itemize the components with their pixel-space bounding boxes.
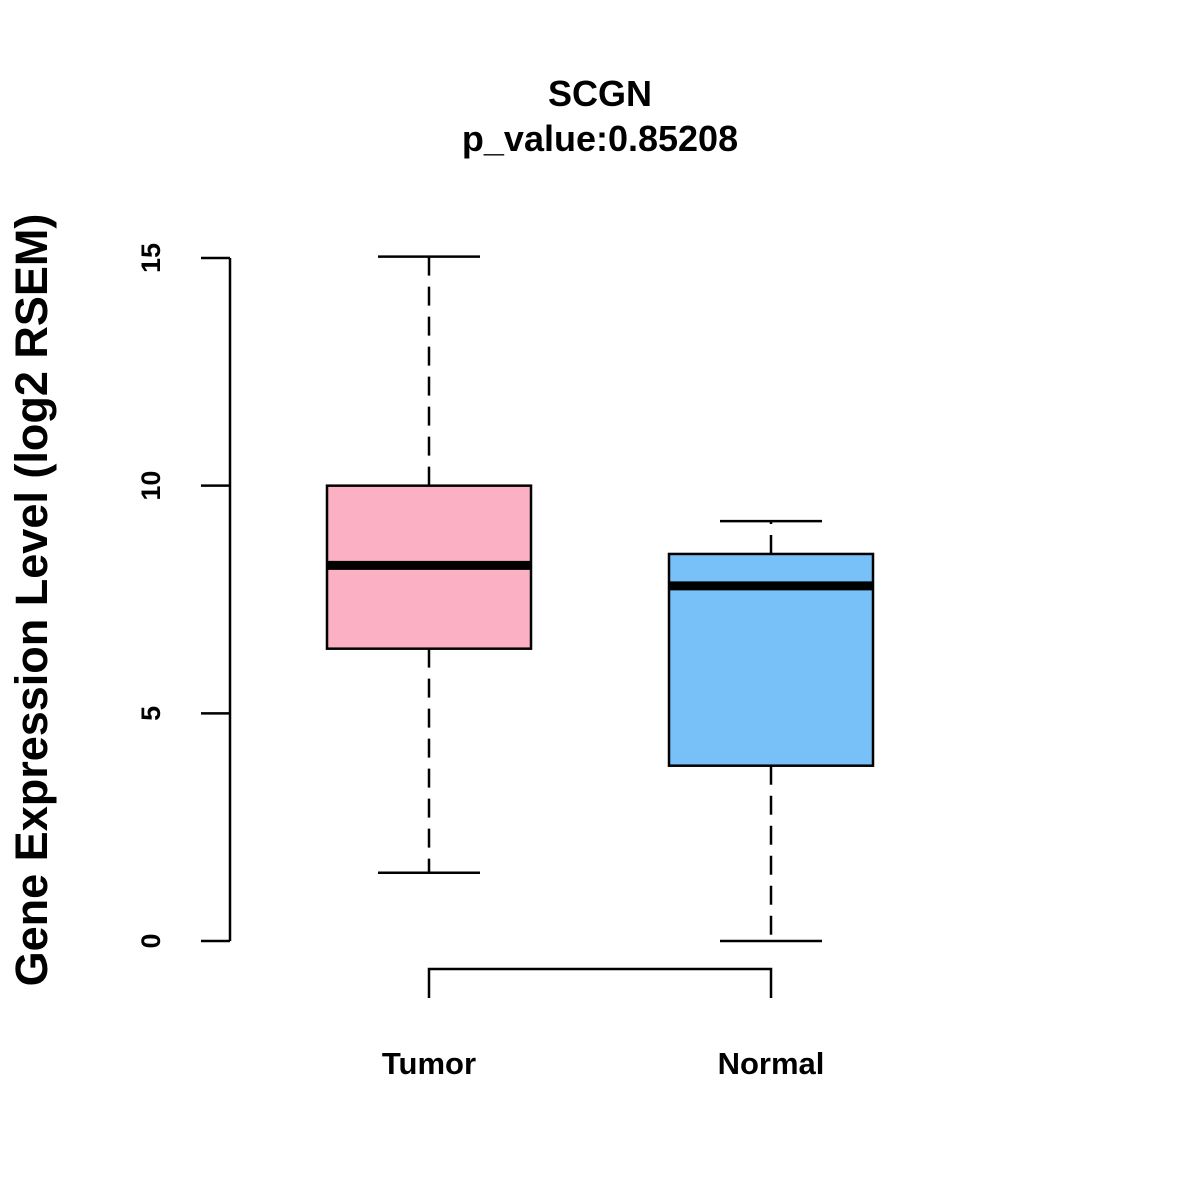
y-tick-label-10: 10 [136,471,166,501]
box-normal [667,519,875,943]
box-series [325,255,875,943]
y-axis-label: Gene Expression Level (log2 RSEM) [6,214,57,987]
y-tick-label-5: 5 [136,706,166,721]
comparison-bracket [427,967,773,998]
chart-subtitle: p_value:0.85208 [462,118,738,159]
category-label-normal: Normal [718,1046,825,1081]
box-tumor [325,255,533,874]
y-axis: 0 5 10 15 [136,243,232,949]
y-tick-label-15: 15 [136,243,166,273]
y-tick-label-0: 0 [136,933,166,948]
bracket-path [427,967,773,998]
x-axis-categories: Tumor Normal [382,1046,824,1081]
chart-title: SCGN [548,73,652,114]
category-label-tumor: Tumor [382,1046,476,1081]
